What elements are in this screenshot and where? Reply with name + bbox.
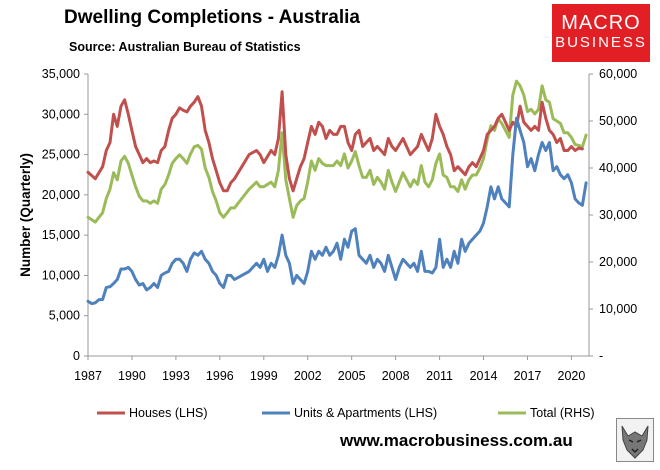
- y-left-tick-label: 0: [73, 349, 80, 363]
- x-tick-label: 2008: [382, 369, 410, 383]
- x-tick-label: 2002: [294, 369, 322, 383]
- wolf-logo-icon: [616, 418, 654, 462]
- website-url[interactable]: www.macrobusiness.com.au: [340, 431, 573, 450]
- y-left-tick-label: 20,000: [42, 188, 80, 202]
- y-right-tick-label: 50,000: [599, 114, 637, 128]
- x-tick-label: 2017: [514, 369, 542, 383]
- macrobusiness-logo[interactable]: MACRO BUSINESS: [552, 4, 650, 62]
- legend: Houses (LHS) Units & Apartments (LHS) Tota…: [97, 406, 595, 420]
- series-lines: [86, 79, 588, 306]
- legend-entry-label: Units & Apartments (LHS): [294, 406, 437, 420]
- series-line-units-apartments-lhs: [86, 116, 588, 306]
- chart-subtitle: Source: Australian Bureau of Statistics: [69, 40, 301, 54]
- x-tick-label: 1999: [250, 369, 278, 383]
- y-right-tick-label: 40,000: [599, 161, 637, 175]
- y-axis-right-ticks: - 10,000 20,000 30,000 40,000 50,000 60,000: [589, 67, 637, 363]
- y-right-tick-label: 30,000: [599, 208, 637, 222]
- series-line-total-rhs: [86, 79, 588, 224]
- legend-entry-label: Houses (LHS): [129, 406, 208, 420]
- y-left-tick-label: 25,000: [42, 148, 80, 162]
- y-right-tick-label: -: [599, 349, 603, 363]
- y-axis-left-ticks: 0 5,000 10,000 15,000 20,000 25,000 30,000 35,0…: [42, 67, 88, 363]
- x-tick-label: 1996: [206, 369, 234, 383]
- y-right-tick-label: 60,000: [599, 67, 637, 81]
- x-tick-label: 2014: [470, 369, 498, 383]
- legend-entry-label: Total (RHS): [530, 406, 595, 420]
- grid-and-axes: [87, 74, 590, 357]
- x-tick-label: 2005: [338, 369, 366, 383]
- x-tick-label: 1987: [74, 369, 102, 383]
- x-tick-label: 2020: [558, 369, 586, 383]
- y-axis-label: Number (Quarterly): [18, 153, 33, 277]
- logo-line-1: MACRO: [561, 12, 641, 34]
- chart-title: Dwelling Completions - Australia: [64, 7, 360, 28]
- x-tick-label: 2011: [426, 369, 453, 383]
- y-left-tick-label: 10,000: [42, 268, 80, 282]
- series-line-houses-lhs: [86, 90, 584, 193]
- y-left-tick-label: 30,000: [42, 107, 80, 121]
- y-left-tick-label: 35,000: [42, 67, 80, 81]
- logo-line-2: BUSINESS: [555, 34, 647, 51]
- y-left-tick-label: 5,000: [49, 309, 80, 323]
- y-right-tick-label: 10,000: [599, 302, 637, 316]
- x-axis-ticks: 1987 1990 1993 1996 1999 2002 2005 2008 2011 2014…: [74, 356, 585, 383]
- x-tick-label: 1993: [162, 369, 190, 383]
- x-tick-label: 1990: [118, 369, 146, 383]
- y-right-tick-label: 20,000: [599, 255, 637, 269]
- y-left-tick-label: 15,000: [42, 228, 80, 242]
